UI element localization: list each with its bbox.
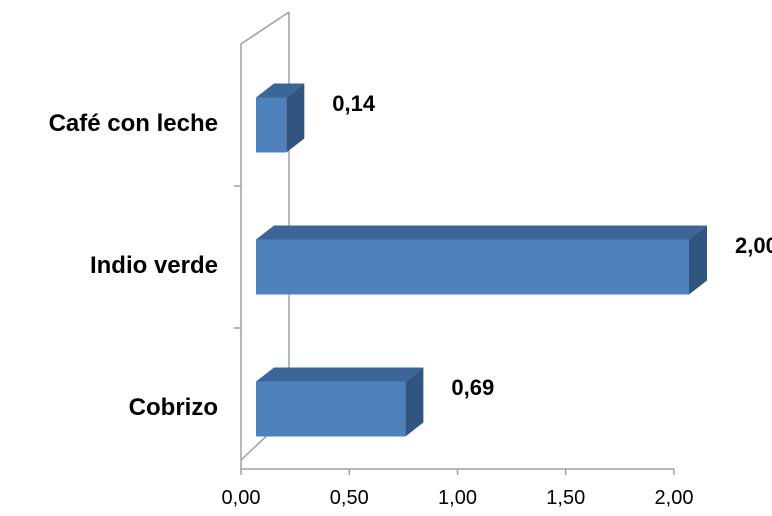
value-label: 2,00: [735, 233, 772, 258]
category-label: Indio verde: [90, 252, 218, 279]
bar: [256, 367, 424, 437]
bars: [256, 83, 707, 437]
category-label: Café con leche: [49, 110, 218, 137]
x-tick-label: 0,50: [330, 487, 369, 509]
category-label: Cobrizo: [129, 394, 218, 421]
y-axis-wall: [240, 11, 290, 460]
bar: [256, 83, 305, 153]
bar-front-face: [256, 239, 689, 295]
bar-top-face: [256, 83, 305, 98]
x-tick-label: 1,50: [546, 487, 585, 509]
bar-side-face: [286, 83, 305, 153]
x-tick-label: 2,00: [655, 487, 694, 509]
bar-top-face: [256, 225, 707, 240]
x-tick-label: 0,00: [222, 487, 261, 509]
x-tick-label: 1,00: [438, 487, 477, 509]
bar-top-face: [256, 367, 424, 382]
bar-front-face: [256, 381, 406, 437]
bar-front-face: [256, 97, 287, 153]
labels: 0,00 0,50 1,00 1,50 2,00 Cobrizo 0,69 Indio ver…: [49, 91, 772, 509]
bar: [256, 225, 707, 295]
bar-side-face: [405, 367, 424, 437]
value-label: 0,14: [332, 91, 376, 116]
bar-side-face: [689, 225, 707, 295]
axes: [234, 11, 675, 475]
value-label: 0,69: [451, 375, 494, 400]
